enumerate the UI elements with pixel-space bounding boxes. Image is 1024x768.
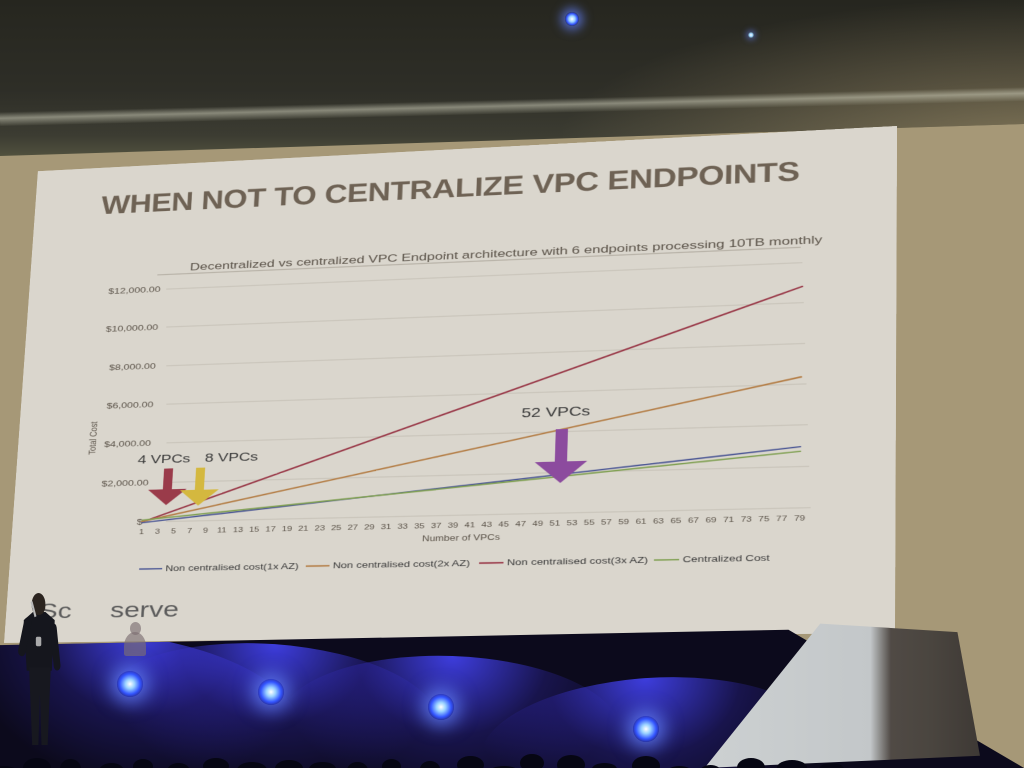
svg-text:43: 43: [481, 520, 492, 529]
svg-text:57: 57: [601, 518, 612, 527]
svg-text:51: 51: [549, 519, 560, 528]
svg-text:61: 61: [636, 517, 647, 526]
svg-text:37: 37: [431, 521, 442, 530]
svg-text:Total Cost: Total Cost: [87, 421, 100, 455]
svg-text:$2,000.00: $2,000.00: [101, 478, 149, 488]
svg-text:71: 71: [723, 515, 734, 524]
svg-text:Non centralised cost(2x AZ): Non centralised cost(2x AZ): [333, 558, 470, 570]
svg-text:67: 67: [688, 516, 699, 525]
svg-text:1: 1: [139, 528, 145, 536]
svg-text:35: 35: [414, 522, 425, 531]
svg-text:5: 5: [171, 527, 177, 535]
svg-text:45: 45: [498, 520, 509, 529]
svg-text:$4,000.00: $4,000.00: [104, 439, 151, 449]
svg-text:19: 19: [282, 524, 293, 533]
svg-text:79: 79: [794, 514, 805, 523]
svg-text:8 VPCs: 8 VPCs: [205, 449, 260, 464]
svg-text:65: 65: [670, 516, 681, 525]
svg-text:13: 13: [233, 526, 244, 535]
svg-text:39: 39: [448, 521, 459, 530]
svg-text:$6,000.00: $6,000.00: [106, 400, 153, 410]
svg-text:7: 7: [187, 527, 193, 535]
svg-text:47: 47: [515, 520, 526, 529]
svg-text:69: 69: [705, 516, 716, 525]
svg-text:Non centralised cost(1x AZ): Non centralised cost(1x AZ): [165, 561, 299, 573]
svg-text:21: 21: [298, 524, 309, 533]
svg-text:63: 63: [653, 517, 664, 526]
svg-text:73: 73: [741, 515, 752, 524]
svg-text:49: 49: [532, 519, 543, 528]
svg-text:77: 77: [776, 514, 787, 523]
svg-text:$12,000.00: $12,000.00: [108, 285, 161, 296]
svg-text:$8,000.00: $8,000.00: [109, 361, 156, 372]
svg-text:11: 11: [217, 526, 227, 535]
svg-text:55: 55: [584, 518, 595, 527]
svg-text:15: 15: [249, 525, 260, 534]
svg-text:23: 23: [314, 524, 325, 533]
svg-text:52 VPCs: 52 VPCs: [521, 404, 590, 420]
svg-text:25: 25: [331, 523, 342, 532]
svg-text:33: 33: [397, 522, 408, 531]
svg-text:Non centralised cost(3x AZ): Non centralised cost(3x AZ): [507, 555, 648, 567]
svg-text:9: 9: [203, 526, 209, 534]
svg-text:75: 75: [758, 514, 769, 523]
svg-text:3: 3: [155, 527, 161, 535]
svg-text:29: 29: [364, 523, 375, 532]
svg-text:17: 17: [265, 525, 276, 534]
svg-text:Centralized Cost: Centralized Cost: [683, 553, 771, 564]
svg-text:4 VPCs: 4 VPCs: [137, 451, 191, 466]
svg-text:41: 41: [464, 521, 475, 530]
svg-text:Number of VPCs: Number of VPCs: [422, 533, 500, 543]
svg-text:27: 27: [347, 523, 358, 532]
svg-text:53: 53: [567, 518, 578, 527]
svg-text:$10,000.00: $10,000.00: [106, 323, 159, 334]
svg-text:59: 59: [618, 517, 629, 526]
svg-text:31: 31: [381, 522, 392, 531]
